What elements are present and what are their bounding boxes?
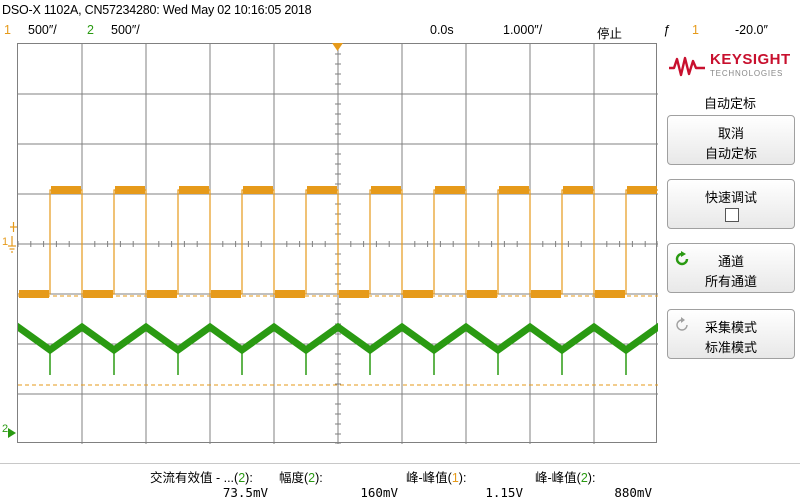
status-header: DSO-X 1102A, CN57234280: Wed May 02 10:1… [0,0,800,44]
all-channels-label: 所有通道 [704,274,757,289]
refresh-icon [675,251,689,266]
measurement-value: 160mV [360,485,398,500]
ch1-ground-marker[interactable]: 1 [2,236,9,248]
fast-debug-label: 快速调试 [704,190,757,205]
measurement-channel: 1 [451,471,459,485]
measurement-label[interactable]: 幅度(2): [279,467,323,486]
measurement-label-suffix: ): [315,471,323,485]
ch1-low-band [275,290,305,298]
waveform-canvas [18,44,658,444]
normal-mode-label: 标准模式 [704,340,757,355]
ch1-high-band [307,186,337,194]
ch1-ground-icon [8,236,16,253]
acquire-mode-label: 采集模式 [704,320,757,335]
cancel-label: 取消 [717,126,744,141]
ch1-low-band [83,290,113,298]
measurement-channel: 2 [580,471,588,485]
measurement-channel: 2 [308,471,316,485]
measurement-value: 1.15V [485,485,523,500]
ch1-high-band [371,186,401,194]
ch2-ground-marker[interactable]: 2 [2,423,9,435]
trigger-source[interactable]: 1 [692,23,699,37]
ch1-low-band [339,290,369,298]
autoscale-label: 自动定标 [704,146,757,161]
ch1-number[interactable]: 1 [4,23,11,37]
measurement-label[interactable]: 交流有效值 - ...(2): [150,467,253,486]
acquire-mode-button[interactable]: 采集模式 标准模式 [667,309,795,359]
ch1-low-band [595,290,625,298]
measurement-label-suffix: ): [587,471,596,485]
trigger-level-marker[interactable] [10,222,17,232]
time-scale[interactable]: 1.000″/ [503,23,543,37]
ch1-high-band [563,186,593,194]
ch2-scale[interactable]: 500″/ [111,23,140,37]
ch1-high-band [51,186,81,194]
ch1-low-band [467,290,497,298]
measurement-label-prefix: 峰-峰值( [535,471,581,485]
trigger-position-marker[interactable] [332,43,343,51]
measurement-value: 73.5mV [222,485,268,500]
ch2-number[interactable]: 2 [87,23,94,37]
measurements-bar: 交流有效值 - ...(2): 73.5mV 幅度(2): 160mV 峰-峰值… [0,463,800,503]
ch2-ground-arrow-icon [8,428,16,438]
menu-title: 自动定标 [703,96,756,111]
ch1-low-band [211,290,241,298]
ch1-high-band [435,186,465,194]
measurement-label-prefix: 峰-峰值( [406,471,452,485]
measurement-label-suffix: ): [458,471,467,485]
keysight-wave-icon [669,56,705,77]
measurement-channel: 2 [238,471,246,485]
ch1-scale[interactable]: 500″/ [28,23,57,37]
time-offset[interactable]: 0.0s [430,23,454,37]
brand-sub: TECHNOLOGIES [710,69,784,78]
measurement-label[interactable]: 峰-峰值(2): [535,467,595,486]
softkey-panel: KEYSIGHT TECHNOLOGIES 自动定标 取消 自动定标 快速调试 … [660,43,800,463]
measurement-value: 880mV [614,485,652,500]
instrument-title: DSO-X 1102A, CN57234280: Wed May 02 10:1… [2,3,312,17]
brand-name: KEYSIGHT [710,51,791,68]
trigger-edge-icon[interactable]: ƒ [663,23,670,37]
ch1-low-band [531,290,561,298]
waveform-display[interactable] [17,43,658,444]
fast-debug-checkbox[interactable] [725,208,739,222]
measurement-label-suffix: ): [245,471,253,485]
keysight-logo: KEYSIGHT TECHNOLOGIES [668,51,798,87]
refresh-icon [676,317,688,331]
measurement-label[interactable]: 峰-峰值(1): [406,467,466,486]
cancel-autoscale-button[interactable]: 取消 自动定标 [667,115,795,165]
ch1-high-band [499,186,529,194]
ch1-high-band [179,186,209,194]
ch1-high-band [115,186,145,194]
ch1-high-band [627,186,657,194]
ch1-low-band [147,290,177,298]
measurement-label-prefix: 幅度( [279,471,309,485]
fast-debug-button[interactable]: 快速调试 [667,179,795,229]
ch1-trace [18,189,658,295]
ch1-low-band [403,290,433,298]
measurement-label-prefix: 交流有效值 - ...( [150,471,239,485]
ch1-high-band [243,186,273,194]
trigger-level[interactable]: -20.0″ [735,23,768,37]
ch1-low-band [19,290,49,298]
channels-button[interactable]: 通道 所有通道 [667,243,795,293]
traces [18,186,658,386]
channels-label: 通道 [717,254,744,269]
run-state[interactable]: 停止 [597,27,623,41]
ch2-trace [18,322,658,355]
